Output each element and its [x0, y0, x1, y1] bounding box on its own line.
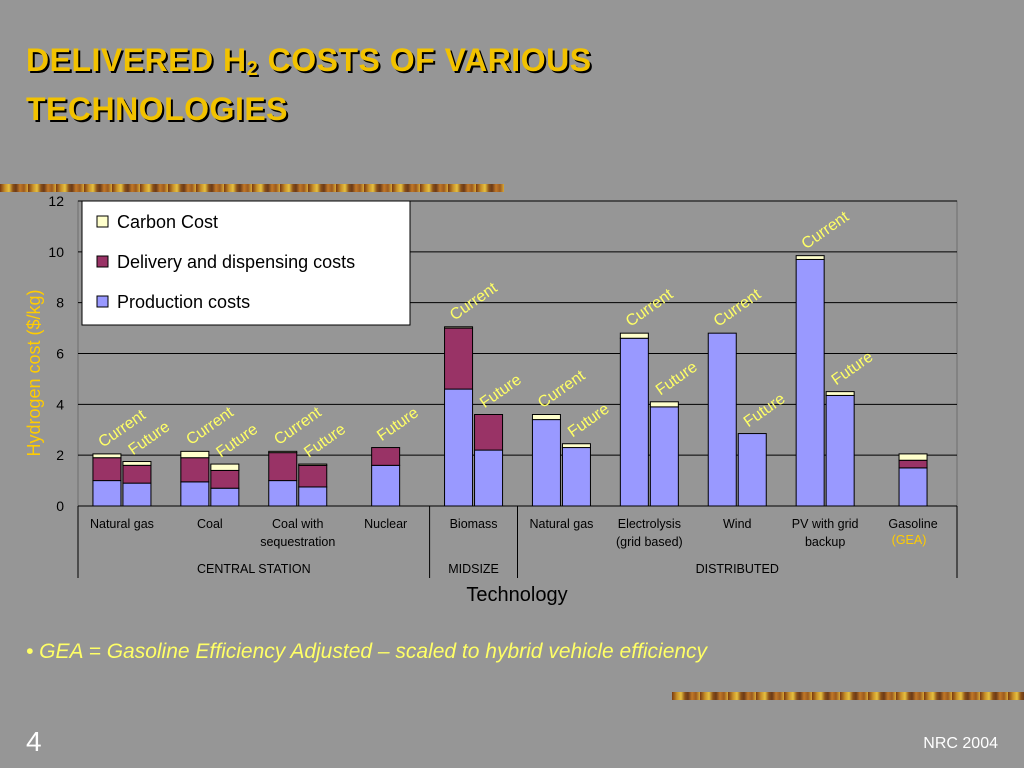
y-axis: 0 2 4 6 8 10 12 [48, 193, 64, 514]
bar-carbon [825, 391, 855, 396]
category-label-gea: (GEA) [892, 533, 927, 547]
decorative-band-top [0, 184, 504, 192]
category-label: Biomass [450, 517, 498, 531]
group-label: CENTRAL STATION [197, 562, 311, 576]
x-axis: Natural gas Coal Coal with sequestration Nuc… [77, 506, 958, 578]
bar-delivery [371, 447, 401, 466]
bar-delivery [898, 459, 928, 469]
legend-entry: Delivery and dispensing costs [117, 252, 355, 272]
bar-delivery [298, 464, 328, 488]
bar-carbon [180, 450, 210, 459]
legend: Carbon Cost Delivery and dispensing costs… [81, 200, 411, 326]
x-axis-label: Technology [466, 584, 567, 606]
bar-carbon [619, 332, 649, 339]
footer-source: NRC 2004 [923, 735, 998, 752]
category-label: Natural gas [90, 517, 154, 531]
title-line1-post: COSTS OF VARIOUS [258, 42, 592, 78]
bar-carbon [649, 401, 679, 408]
title-subscript: 2 [246, 58, 259, 80]
bar-production [268, 480, 298, 507]
bar-production [92, 480, 122, 507]
title-line1-pre: DELIVERED H [26, 42, 247, 78]
legend-entry: Carbon Cost [117, 212, 218, 232]
cost-chart: 0 2 4 6 8 10 12 Natural gas Coal Coal with seques… [24, 193, 958, 606]
bar-carbon [268, 450, 298, 454]
bar-delivery [122, 464, 152, 484]
slide-title: DELIVERED H2 COSTS OF VARIOUS TECHNOLOGIE… [26, 40, 926, 129]
bar-production [561, 447, 591, 507]
category-label: Natural gas [529, 517, 593, 531]
y-tick-label: 0 [56, 498, 64, 514]
category-label: backup [805, 535, 845, 549]
decorative-band-bottom [672, 692, 1024, 700]
bar-carbon [298, 463, 328, 466]
bar-production [707, 332, 737, 507]
y-tick-label: 12 [48, 193, 64, 209]
bar-production [371, 464, 401, 507]
category-label: Nuclear [364, 517, 407, 531]
bar-production [531, 419, 561, 507]
bar-delivery [210, 469, 240, 489]
bar-carbon [795, 255, 825, 260]
legend-swatch [96, 215, 109, 228]
category-label: sequestration [260, 535, 335, 549]
bar-production [122, 482, 152, 507]
title-line2: TECHNOLOGIES [26, 91, 289, 127]
bar-delivery [92, 457, 122, 482]
bar-production [649, 406, 679, 507]
y-tick-label: 2 [56, 447, 64, 463]
bar-carbon [210, 463, 240, 471]
category-label: Electrolysis [618, 517, 681, 531]
bar-production [474, 449, 504, 507]
y-tick-label: 4 [56, 396, 64, 412]
bar-carbon [898, 453, 928, 461]
category-label: Coal [197, 517, 223, 531]
legend-swatch [96, 295, 109, 308]
y-tick-label: 10 [48, 244, 64, 260]
category-label: Coal with [272, 517, 323, 531]
y-tick-label: 8 [56, 295, 64, 311]
y-axis-label: Hydrogen cost ($/kg) [24, 289, 44, 456]
bar-production [619, 337, 649, 507]
group-label: MIDSIZE [448, 562, 499, 576]
bar-production [795, 258, 825, 507]
bar-production [210, 487, 240, 507]
bar-carbon [444, 326, 474, 329]
bar-carbon [122, 461, 152, 466]
bar-carbon [561, 443, 591, 449]
bar-production [180, 481, 210, 507]
category-label: Wind [723, 517, 752, 531]
bar-delivery [268, 452, 298, 482]
bar-production [444, 388, 474, 507]
category-label: PV with grid [792, 517, 859, 531]
bar-carbon [531, 414, 561, 421]
bar-production [898, 467, 928, 507]
category-label: Gasoline [888, 517, 937, 531]
bar-production [298, 486, 328, 507]
legend-entry: Production costs [117, 292, 250, 312]
y-tick-label: 6 [56, 346, 64, 362]
bar-delivery [444, 327, 474, 390]
category-label: (grid based) [616, 535, 683, 549]
bar-carbon [92, 453, 122, 459]
gea-footnote: • GEA = Gasoline Efficiency Adjusted – s… [26, 640, 708, 663]
group-label: DISTRIBUTED [696, 562, 779, 576]
bar-delivery [180, 457, 210, 483]
bar-production [825, 394, 855, 507]
bar-delivery [474, 414, 504, 451]
legend-swatch [96, 255, 109, 268]
bars [92, 255, 928, 507]
page-number: 4 [26, 726, 42, 757]
legend-box [81, 200, 411, 326]
bar-production [737, 433, 767, 507]
